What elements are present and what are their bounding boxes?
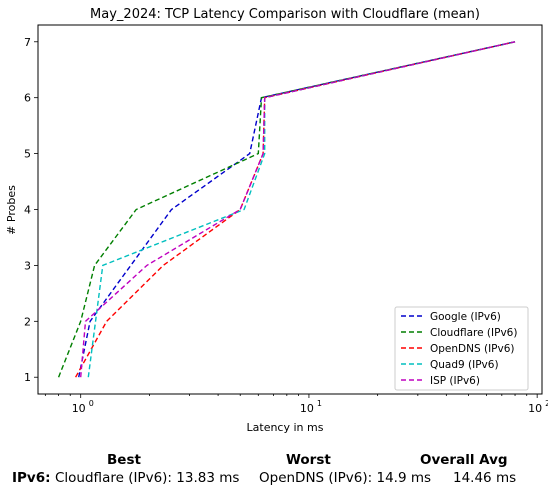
row-label-colon: :: [45, 470, 51, 486]
y-tick-label: 3: [24, 259, 31, 272]
y-tick-label: 2: [24, 315, 31, 328]
overall-avg-value: 14.46 ms: [453, 470, 517, 486]
legend-label: OpenDNS (IPv6): [430, 343, 515, 355]
x-tick-label: 10: [72, 402, 86, 415]
x-tick-label: 10: [300, 402, 314, 415]
best-value: Cloudflare (IPv6): 13.83 ms: [55, 470, 240, 486]
x-axis-label: Latency in ms: [247, 421, 324, 434]
overall-avg-header: Overall Avg: [420, 452, 508, 468]
legend-label: ISP (IPv6): [430, 375, 480, 387]
row-label: IPv6: [12, 470, 46, 486]
chart-title: May_2024: TCP Latency Comparison with Cl…: [90, 7, 480, 22]
latency-chart: May_2024: TCP Latency Comparison with Cl…: [5, 7, 548, 434]
legend-label: Quad9 (IPv6): [430, 359, 499, 371]
x-tick-exponent: 0: [89, 399, 94, 408]
legend-box: [394, 306, 529, 391]
worst-value: OpenDNS (IPv6): 14.9 ms: [259, 470, 432, 486]
series-lines: [57, 41, 516, 378]
summary-row: IPv6:: [12, 470, 51, 486]
series-line-google-ipv6: [78, 41, 516, 378]
legend-label: Google (IPv6): [430, 311, 501, 323]
legend: Google (IPv6) Cloudflare (IPv6) OpenDNS (I…: [394, 306, 529, 391]
latency-summary: Best Worst Overall Avg IPv6: Cloudflare …: [0, 448, 548, 496]
y-axis-label: # Probes: [5, 185, 18, 235]
worst-header: Worst: [286, 452, 331, 468]
x-tick-exponent: 2: [545, 399, 548, 408]
y-tick-label: 4: [24, 204, 31, 217]
series-line-isp-ipv6: [80, 41, 516, 378]
x-axis-ticks: 10 0 10 1 10 2: [44, 394, 548, 415]
y-tick-label: 5: [24, 148, 31, 161]
y-axis-ticks: 1 2 3 4 5 6 7: [24, 36, 38, 384]
x-tick-label: 10: [528, 402, 542, 415]
y-tick-label: 1: [24, 371, 31, 384]
legend-entries: Google (IPv6) Cloudflare (IPv6) OpenDNS (I…: [401, 311, 517, 387]
y-tick-label: 6: [24, 92, 31, 105]
best-header: Best: [107, 452, 141, 468]
y-tick-label: 7: [24, 36, 31, 49]
x-tick-exponent: 1: [317, 399, 322, 408]
legend-label: Cloudflare (IPv6): [430, 327, 517, 339]
series-line-cloudflare-ipv6: [57, 41, 516, 378]
